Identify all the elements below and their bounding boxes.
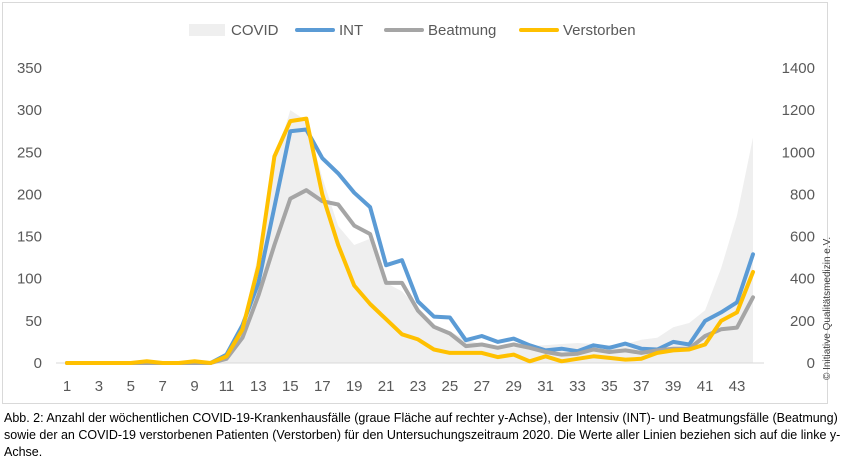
left-tick-label: 250 — [17, 144, 42, 161]
right-tick-label: 1000 — [782, 144, 815, 161]
left-tick-label: 300 — [17, 102, 42, 119]
x-tick-label: 35 — [601, 378, 618, 395]
x-tick-label: 19 — [346, 378, 363, 395]
x-tick-label: 29 — [505, 378, 522, 395]
legend-label-verstorben: Verstorben — [563, 22, 636, 39]
x-tick-label: 23 — [410, 378, 427, 395]
x-tick-label: 13 — [250, 378, 267, 395]
right-tick-label: 400 — [790, 271, 815, 288]
copyright-note: © Initiative Qualitätsmedizin e.V. — [822, 236, 833, 380]
x-tick-label: 39 — [665, 378, 682, 395]
area-layer — [67, 110, 753, 363]
right-tick-label: 0 — [807, 355, 815, 372]
right-tick-label: 1200 — [782, 102, 815, 119]
left-axis-ticks: 0 50 100 150 200 250 300 350 — [17, 60, 42, 372]
legend-label-beatmung: Beatmung — [428, 22, 496, 39]
legend-label-covid: COVID — [231, 22, 279, 39]
x-tick-label: 7 — [159, 378, 167, 395]
x-tick-label: 5 — [127, 378, 135, 395]
line-layer — [65, 116, 755, 365]
x-tick-label: 31 — [537, 378, 554, 395]
legend-swatch-covid — [189, 24, 225, 36]
series-line-verstorben — [65, 116, 755, 365]
right-axis-ticks: 0 200 400 600 800 1000 1200 1400 — [782, 60, 815, 372]
x-tick-label: 21 — [378, 378, 395, 395]
legend: COVID INT Beatmung Verstorben — [189, 22, 636, 39]
left-tick-label: 150 — [17, 229, 42, 246]
x-axis-ticks: 1 3 5 7 9 11 13 15 17 19 21 23 25 27 29 31 33 35 37 39 41 43 — [63, 378, 746, 395]
x-tick-label: 1 — [63, 378, 71, 395]
x-tick-label: 9 — [190, 378, 198, 395]
x-tick-label: 15 — [282, 378, 299, 395]
x-tick-label: 17 — [314, 378, 331, 395]
right-tick-label: 200 — [790, 313, 815, 330]
right-tick-label: 1400 — [782, 60, 815, 77]
left-tick-label: 0 — [34, 355, 42, 372]
x-tick-label: 41 — [697, 378, 714, 395]
left-tick-label: 50 — [25, 313, 42, 330]
legend-label-int: INT — [339, 22, 363, 39]
x-tick-label: 27 — [473, 378, 490, 395]
x-tick-label: 25 — [442, 378, 459, 395]
right-tick-label: 600 — [790, 229, 815, 246]
x-tick-label: 43 — [729, 378, 746, 395]
left-tick-label: 350 — [17, 60, 42, 77]
series-area-covid — [67, 110, 753, 363]
x-tick-label: 11 — [219, 378, 235, 395]
x-tick-label: 33 — [569, 378, 586, 395]
right-tick-label: 800 — [790, 186, 815, 203]
x-tick-label: 3 — [95, 378, 103, 395]
left-tick-label: 200 — [17, 186, 42, 203]
x-tick-label: 37 — [633, 378, 650, 395]
left-tick-label: 100 — [17, 271, 42, 288]
figure-caption: Abb. 2: Anzahl der wöchentlichen COVID-1… — [4, 411, 841, 459]
